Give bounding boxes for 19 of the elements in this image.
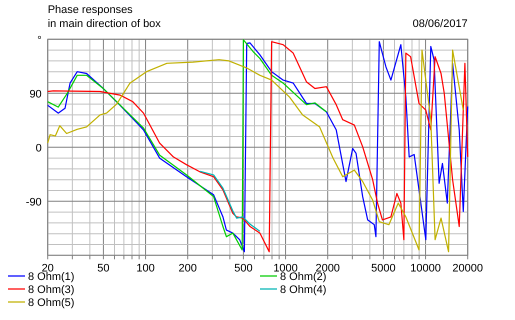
chart-subtitle: in main direction of box	[48, 18, 162, 30]
x-tick-label: 500	[234, 262, 253, 274]
x-tick-label: 50	[97, 262, 110, 274]
legend-label: 8 Ohm(1)	[28, 271, 74, 283]
legend-label: 8 Ohm(5)	[28, 297, 74, 309]
text: 08/06/2017	[412, 18, 468, 30]
x-tick-label: 5000	[371, 262, 396, 274]
legend-label: 8 Ohm(3)	[28, 284, 74, 296]
x-tick-label: 100	[136, 262, 155, 274]
x-tick-label: 10000	[410, 262, 441, 274]
y-tick-label: °	[37, 34, 42, 46]
legend-label: 8 Ohm(2)	[280, 271, 326, 283]
chart-title: Phase responses	[48, 4, 134, 16]
legend-label: 8 Ohm(4)	[280, 284, 326, 296]
y-tick-label: 90	[29, 88, 42, 100]
y-tick-label: -90	[26, 196, 42, 208]
x-tick-label: 20000	[452, 262, 483, 274]
y-tick-label: 0	[36, 142, 42, 154]
x-tick-label: 200	[178, 262, 197, 274]
